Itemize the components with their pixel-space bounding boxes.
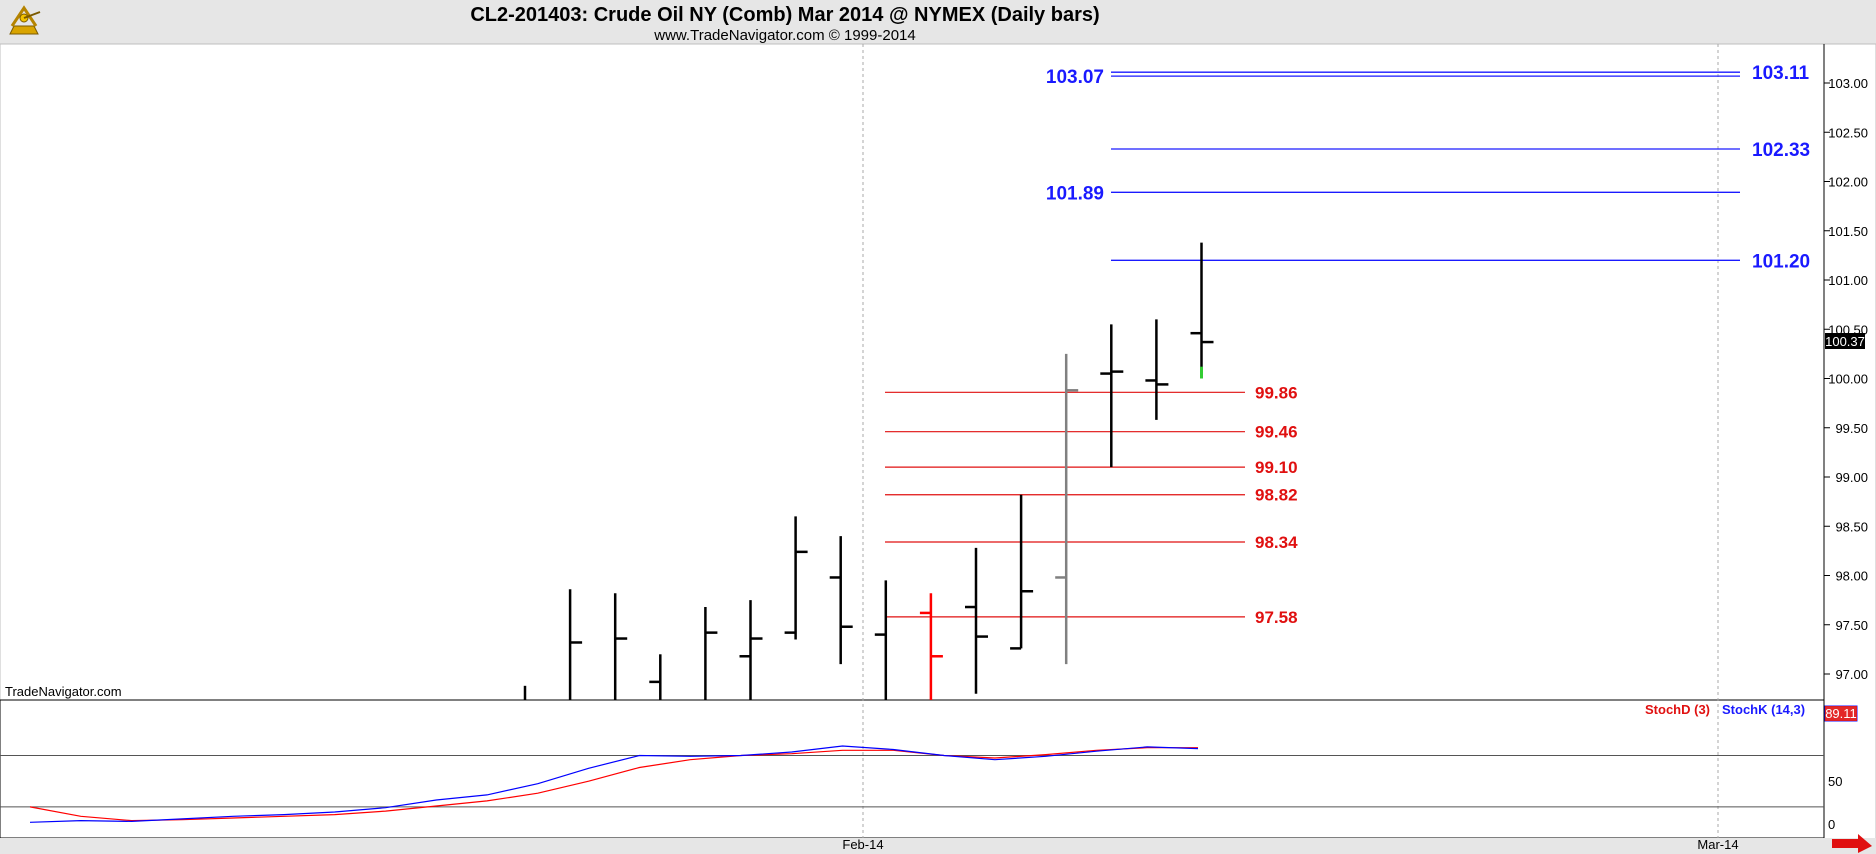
resistance-label: 103.07 (1046, 67, 1104, 88)
support-label: 97.58 (1255, 608, 1298, 627)
support-label: 99.10 (1255, 458, 1298, 477)
y-tick-label: 102.50 (1828, 125, 1868, 140)
y-tick-label: 98.50 (1835, 519, 1868, 534)
stoch-tick-label: 50 (1828, 774, 1842, 789)
y-tick-label: 102.00 (1828, 175, 1868, 190)
y-tick-label: 99.00 (1835, 470, 1868, 485)
support-label: 99.46 (1255, 423, 1298, 442)
stoch-value-label: 89.11 (1825, 706, 1857, 721)
stoch-value-badge-fill (1825, 706, 1857, 721)
y-tick-label: 101.50 (1828, 224, 1868, 239)
resistance-label: 102.33 (1752, 140, 1810, 161)
price-axis-ticks: 103.00102.50102.00101.50101.00100.50100.… (1824, 76, 1868, 682)
stoch-tick-label: 0 (1828, 817, 1835, 832)
resistance-label: 101.89 (1046, 183, 1104, 204)
date-axis-band (0, 838, 1876, 854)
chart-title: CL2-201403: Crude Oil NY (Comb) Mar 2014… (470, 4, 1099, 26)
watermark-text: TradeNavigator.com (5, 684, 122, 699)
outer-frame (0, 43, 1876, 854)
legend-stochd: StochD (3) (1645, 702, 1710, 717)
header-band (0, 0, 1876, 44)
plot-area (0, 44, 1824, 700)
support-label: 98.34 (1255, 533, 1298, 552)
y-tick-label: 100.00 (1828, 372, 1868, 387)
y-tick-label: 101.00 (1828, 273, 1868, 288)
stoch-panel (0, 699, 1825, 839)
x-tick-feb14: Feb-14 (842, 837, 883, 852)
resistance-label: 103.11 (1752, 63, 1809, 84)
resistance-label: 101.20 (1752, 251, 1810, 272)
sextant-logo-icon[interactable] (9, 5, 41, 35)
stochastic-lines: 50 0 (0, 745, 1842, 832)
support-label: 98.82 (1255, 486, 1298, 505)
y-tick-label: 99.50 (1835, 421, 1868, 436)
chart-subtitle: www.TradeNavigator.com © 1999-2014 (653, 27, 915, 44)
ohlc-bars (523, 242, 1214, 700)
y-tick-label: 103.00 (1828, 76, 1868, 91)
x-tick-mar14: Mar-14 (1697, 837, 1738, 852)
support-label: 99.86 (1255, 383, 1298, 402)
y-tick-label: 97.50 (1835, 618, 1868, 633)
last-price-label: 100.37 (1825, 334, 1865, 349)
right-arrow-icon[interactable] (1832, 834, 1872, 853)
y-tick-label: 97.00 (1835, 667, 1868, 682)
stochd-line (29, 747, 1198, 822)
stochk-line (29, 745, 1199, 823)
y-tick-label: 98.00 (1835, 569, 1868, 584)
last-price-badge (1825, 333, 1865, 349)
legend-stochk: StochK (14,3) (1722, 702, 1805, 717)
